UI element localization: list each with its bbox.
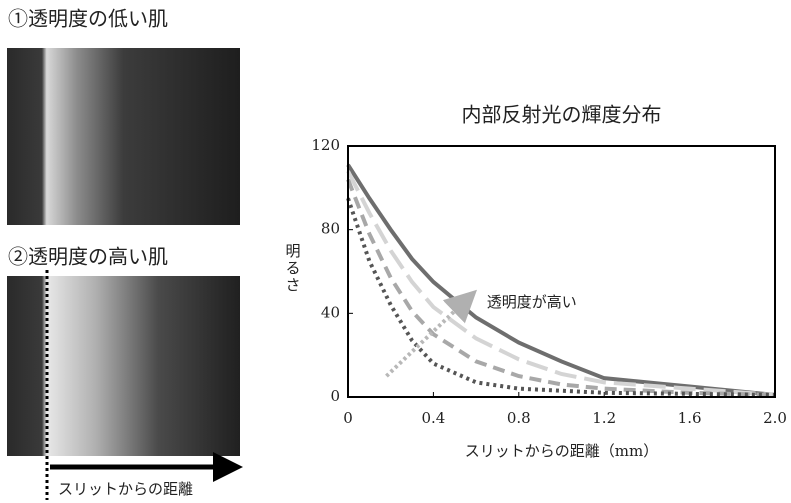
- x-tick-label: 1.2: [592, 409, 616, 427]
- page: ①透明度の低い肌 ②透明度の高い肌 スリットからの距離 内部反射光の輝度分布 0 4…: [0, 0, 791, 503]
- skin-image: [7, 48, 240, 225]
- panel-label: ②透明度の高い肌: [8, 245, 168, 269]
- slit-label: スリットからの距離: [58, 480, 193, 498]
- x-tick-label: 0.8: [507, 409, 531, 427]
- y-axis-label: 明るさ: [285, 242, 300, 294]
- y-tick-label: 80: [321, 220, 340, 238]
- x-tick-label: 1.6: [678, 409, 702, 427]
- y-tick-label: 40: [321, 303, 340, 321]
- y-axis-label-char: る: [285, 259, 300, 277]
- x-tick-label: 2.0: [763, 409, 787, 427]
- panel-label: ①透明度の低い肌: [8, 7, 168, 31]
- skin-image: [7, 276, 240, 456]
- y-tick-label: 0: [330, 387, 340, 405]
- x-tick-label: 0: [343, 409, 353, 427]
- x-axis-label: スリットからの距離（mm）: [465, 442, 658, 460]
- y-tick-label: 120: [311, 136, 340, 154]
- y-axis-label-char: さ: [285, 276, 300, 294]
- chart-title: 内部反射光の輝度分布: [462, 103, 662, 127]
- chart: 内部反射光の輝度分布 0 40 80 120 0 0.4 0.8 1.2 1.6 2.0 明るさスリッ…: [285, 103, 786, 461]
- annotation-arrow: [386, 301, 465, 376]
- x-tick-label: 0.4: [421, 409, 445, 427]
- y-axis-label-char: 明: [285, 242, 300, 260]
- annotation: 透明度が高い: [487, 293, 577, 311]
